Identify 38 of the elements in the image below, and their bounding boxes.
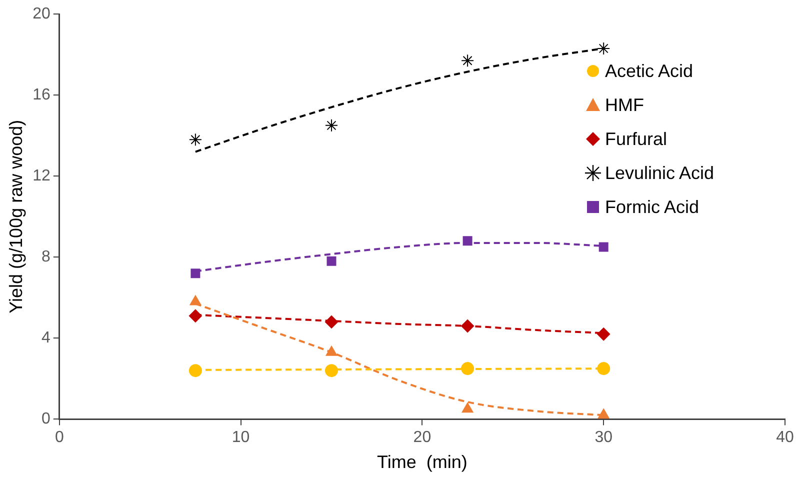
y-tick-label: 4 — [41, 330, 50, 347]
y-tick-label: 20 — [32, 5, 50, 22]
point — [461, 54, 474, 68]
legend-label: Levulinic Acid — [605, 162, 714, 184]
point — [597, 42, 610, 55]
point — [326, 256, 336, 266]
legend-label: Acetic Acid — [605, 60, 694, 82]
x-tick-label: 10 — [232, 429, 250, 446]
point — [325, 118, 338, 132]
point — [462, 236, 472, 246]
point — [598, 242, 608, 252]
point — [325, 315, 338, 328]
x-tick-label: 40 — [776, 429, 794, 446]
x-tick-label: 20 — [413, 429, 432, 446]
y-tick-label: 12 — [32, 167, 50, 184]
y-tick-label: 16 — [32, 86, 50, 104]
legend-label: Furfural — [605, 128, 668, 150]
point — [461, 320, 474, 333]
legend-label: Formic Acid — [605, 196, 700, 218]
point — [188, 364, 202, 378]
point — [325, 364, 338, 378]
point — [188, 309, 202, 322]
x-tick-label: 0 — [54, 429, 64, 446]
y-tick-label: 8 — [41, 248, 50, 266]
point — [188, 133, 202, 146]
y-axis-title: Yield (g/100g raw wood) — [6, 120, 26, 314]
point — [598, 408, 610, 419]
point — [326, 346, 338, 356]
point — [190, 295, 202, 306]
x-axis-title: Time (min) — [377, 452, 468, 472]
point — [597, 328, 610, 341]
point — [190, 268, 200, 278]
legend-label: HMF — [605, 94, 644, 116]
point — [597, 362, 610, 376]
y-tick-label: 0 — [41, 410, 50, 428]
x-tick-label: 30 — [594, 429, 613, 446]
point — [462, 402, 474, 413]
point — [461, 362, 474, 376]
